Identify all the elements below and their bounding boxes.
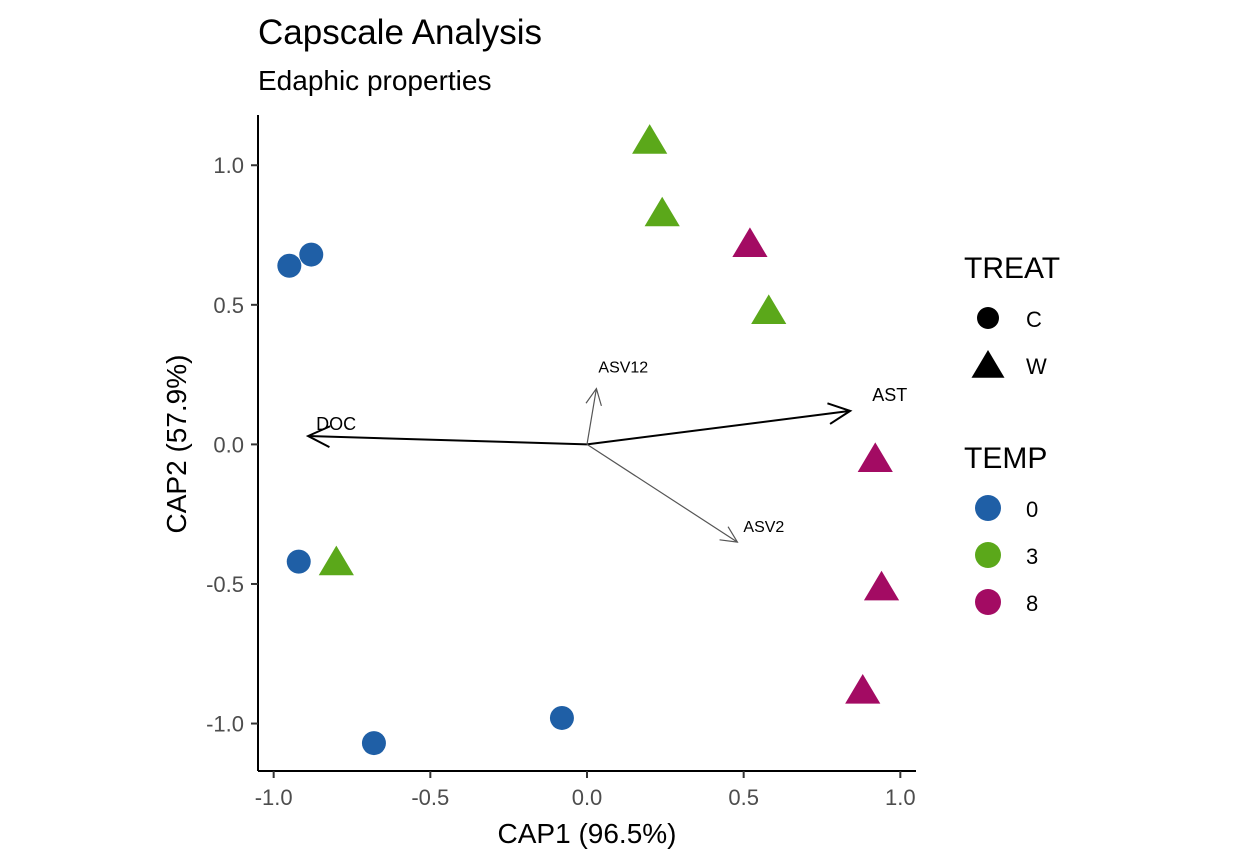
vector-asv12-arrowhead xyxy=(585,387,602,407)
x-tick-label: -1.0 xyxy=(255,785,293,810)
axes: -1.0 -0.5 0.0 0.5 1.0 -1.0 -0.5 0.0 0.5 1.0 xyxy=(206,115,916,810)
vector-doc xyxy=(308,435,588,446)
legend-label: 8 xyxy=(1026,591,1038,616)
y-tick-label: -0.5 xyxy=(206,572,244,597)
y-tick-label: 1.0 xyxy=(213,153,244,178)
legends: TREAT CW TEMP 0 3 8 xyxy=(964,252,1060,616)
y-axis-title: CAP2 (57.9%) xyxy=(161,355,192,534)
point-circle xyxy=(286,549,311,574)
y-tick-label: 0.0 xyxy=(213,432,244,457)
point-triangle xyxy=(857,442,893,472)
y-tick-label: -1.0 xyxy=(206,712,244,737)
x-tick-label: 1.0 xyxy=(885,785,916,810)
vector-asv2-arrowhead xyxy=(719,526,739,543)
point-triangle xyxy=(632,124,668,154)
vector-label-asv2: ASV2 xyxy=(743,519,784,536)
vector-label-ast: AST xyxy=(872,385,907,405)
chart-title: Capscale Analysis xyxy=(258,13,542,52)
point-circle xyxy=(277,253,302,278)
point-triangle xyxy=(751,294,787,325)
vector-label-asv12: ASV12 xyxy=(598,360,648,377)
point-triangle xyxy=(863,570,900,601)
legend-label: 0 xyxy=(1026,497,1038,522)
point-circle xyxy=(361,731,386,756)
legend-key-color xyxy=(975,495,1001,521)
vector-asv2 xyxy=(586,443,738,543)
point-triangle xyxy=(644,196,680,227)
vector-ast-arrowhead xyxy=(827,402,853,425)
vector-asv12 xyxy=(586,388,597,445)
x-tick-label: -0.5 xyxy=(411,785,449,810)
x-axis-title: CAP1 (96.5%) xyxy=(498,818,677,849)
legend-label: 3 xyxy=(1026,544,1038,569)
legend-label: W xyxy=(1026,354,1047,379)
y-tick-label: 0.5 xyxy=(213,293,244,318)
x-tick-label: 0.5 xyxy=(728,785,759,810)
chart-subtitle: Edaphic properties xyxy=(258,65,491,96)
point-triangle xyxy=(318,545,354,576)
legend-key-color xyxy=(975,589,1001,615)
point-triangle xyxy=(845,674,881,704)
legend-label: C xyxy=(1026,307,1042,332)
biplot-vectors: DOC AST ASV12 ASV2 xyxy=(305,360,907,543)
point-circle xyxy=(299,242,324,267)
vector-doc-arrowhead xyxy=(305,425,331,448)
legend-key-triangle xyxy=(971,350,1005,378)
legend-key-color xyxy=(975,542,1001,568)
legend-key-circle xyxy=(977,307,999,329)
legend-title-treat: TREAT xyxy=(964,252,1060,285)
vector-label-doc: DOC xyxy=(316,414,356,434)
x-tick-label: 0.0 xyxy=(572,785,603,810)
legend-title-temp: TEMP xyxy=(964,442,1047,475)
point-circle xyxy=(549,705,574,730)
vector-ast xyxy=(586,409,851,446)
data-points xyxy=(277,124,900,756)
point-triangle xyxy=(732,227,768,258)
